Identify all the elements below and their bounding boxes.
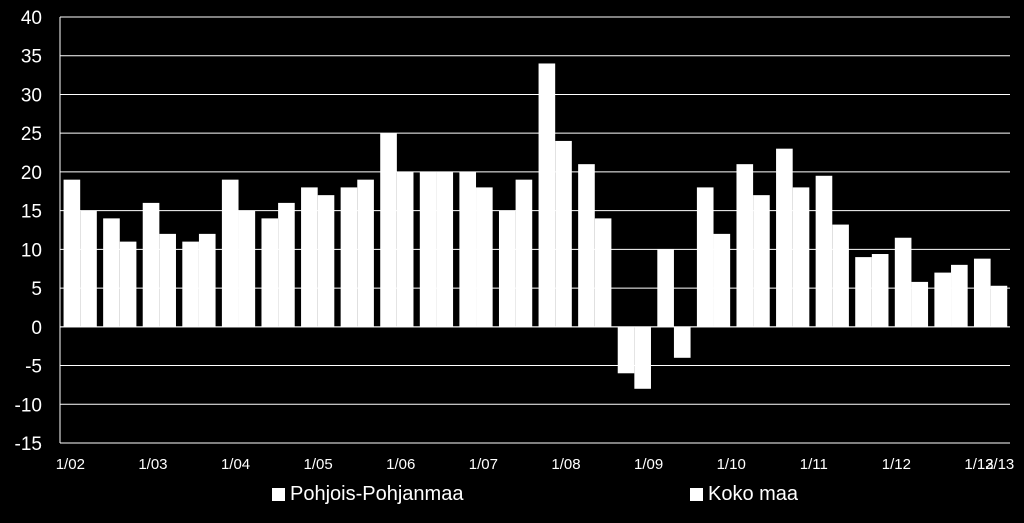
y-tick-label: 5 — [31, 279, 42, 300]
bar-pohjois-pohjanmaa — [63, 179, 81, 327]
x-tick-label: 1/10 — [717, 456, 746, 473]
bar-koko-maa — [832, 224, 849, 327]
bar-koko-maa — [673, 326, 691, 358]
x-tick-label: 2/13 — [985, 456, 1014, 473]
axes — [59, 17, 1010, 444]
bar-koko-maa — [594, 218, 612, 327]
bar-koko-maa — [555, 140, 572, 327]
bar-pohjois-pohjanmaa — [657, 249, 674, 327]
bar-koko-maa — [80, 210, 97, 327]
bar-pohjois-pohjanmaa — [815, 175, 833, 327]
bar-pohjois-pohjanmaa — [894, 237, 912, 327]
bar-pohjois-pohjanmaa — [617, 326, 635, 374]
y-tick-label: 25 — [21, 124, 42, 145]
bar-pohjois-pohjanmaa — [736, 164, 754, 327]
bar-koko-maa — [713, 233, 731, 327]
x-tick-label: 1/03 — [138, 456, 167, 473]
bar-pohjois-pohjanmaa — [142, 202, 160, 327]
x-axis-ticks: 1/02 1/03 1/04 1/05 1/06 1/07 1/08 1/09 1/10 1/11… — [56, 456, 1015, 473]
y-axis-ticks: -15 -10 -5 0 5 10 15 20 25 30 35 40 — [15, 8, 42, 455]
bar-koko-maa — [515, 179, 533, 327]
bar-pohjois-pohjanmaa — [973, 258, 991, 327]
bar-pohjois-pohjanmaa — [301, 187, 318, 327]
y-tick-label: 15 — [21, 202, 42, 223]
bar-koko-maa — [951, 264, 968, 327]
bar-koko-maa — [911, 281, 929, 327]
x-tick-label: 1/05 — [304, 456, 333, 473]
x-tick-label: 1/12 — [882, 456, 911, 473]
bar-pohjois-pohjanmaa — [182, 241, 199, 327]
y-tick-label: -15 — [15, 434, 42, 455]
bar-koko-maa — [436, 171, 454, 327]
bar-pohjois-pohjanmaa — [419, 171, 437, 327]
bar-pohjois-pohjanmaa — [498, 210, 516, 327]
x-tick-label: 1/08 — [551, 456, 580, 473]
bar-koko-maa — [753, 195, 770, 327]
bar-pohjois-pohjanmaa — [696, 187, 714, 327]
x-tick-label: 1/04 — [221, 456, 250, 473]
bar-koko-maa — [317, 195, 335, 327]
y-tick-label: 40 — [21, 8, 42, 29]
bar-koko-maa — [396, 171, 414, 327]
bar-pohjois-pohjanmaa — [934, 272, 952, 327]
bar-koko-maa — [792, 187, 810, 327]
legend-label-series-2: Koko maa — [708, 483, 799, 505]
bars — [63, 63, 1008, 389]
bar-koko-maa — [990, 285, 1008, 327]
y-tick-label: 10 — [21, 240, 42, 261]
bar-koko-maa — [634, 326, 651, 389]
bar-koko-maa — [159, 233, 176, 327]
x-tick-label: 1/02 — [56, 456, 85, 473]
y-tick-label: 30 — [21, 85, 42, 106]
x-tick-label: 1/07 — [469, 456, 498, 473]
bar-pohjois-pohjanmaa — [221, 179, 239, 327]
x-tick-label: 1/11 — [800, 456, 828, 473]
bar-pohjois-pohjanmaa — [578, 164, 595, 327]
bar-pohjois-pohjanmaa — [538, 63, 556, 327]
y-tick-label: -10 — [15, 395, 42, 416]
bar-pohjois-pohjanmaa — [340, 187, 358, 327]
x-tick-label: 1/13 — [964, 456, 993, 473]
legend: Pohjois-Pohjanmaa Koko maa — [0, 483, 1024, 511]
legend-swatch-series-2 — [690, 488, 703, 501]
y-tick-label: -5 — [25, 357, 42, 378]
bar-koko-maa — [357, 179, 374, 327]
bar-pohjois-pohjanmaa — [855, 257, 872, 327]
bar-pohjois-pohjanmaa — [776, 148, 793, 327]
bar-koko-maa — [198, 233, 216, 327]
legend-label-series-1: Pohjois-Pohjanmaa — [290, 483, 464, 505]
bar-koko-maa — [871, 254, 889, 327]
legend-item-series-1: Pohjois-Pohjanmaa — [272, 483, 463, 506]
y-tick-label: 35 — [21, 47, 42, 68]
legend-item-series-2: Koko maa — [690, 483, 798, 506]
x-tick-label: 1/09 — [634, 456, 663, 473]
bar-pohjois-pohjanmaa — [103, 218, 120, 327]
bar-koko-maa — [119, 241, 137, 327]
y-tick-label: 0 — [31, 318, 42, 339]
bar-pohjois-pohjanmaa — [261, 218, 279, 327]
bar-koko-maa — [476, 187, 493, 327]
x-tick-label: 1/06 — [386, 456, 415, 473]
legend-swatch-series-1 — [272, 488, 285, 501]
bar-pohjois-pohjanmaa — [380, 133, 397, 327]
y-tick-label: 20 — [21, 163, 42, 184]
bar-koko-maa — [278, 202, 295, 327]
bar-pohjois-pohjanmaa — [459, 171, 477, 327]
bar-koko-maa — [238, 210, 256, 327]
